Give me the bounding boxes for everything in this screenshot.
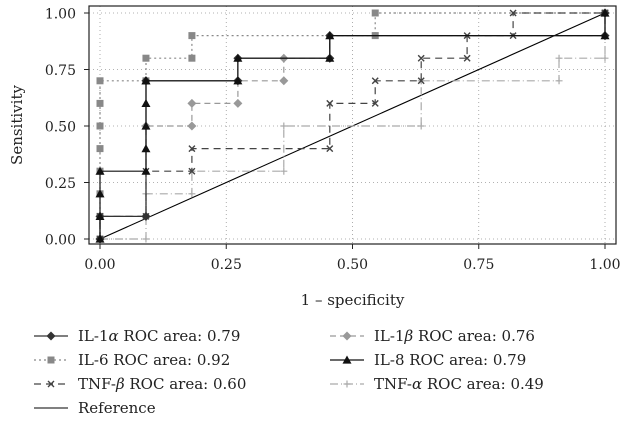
y-tick-label: 0.50 [45,120,76,136]
y-tick-label-group: 0.00 0.25 0.50 0.75 1.00 [45,7,76,249]
x-tick-label: 0.00 [84,257,115,273]
data-point [97,123,104,130]
legend-marker [344,381,351,388]
data-point [233,99,242,108]
data-point [279,76,288,85]
x-tick-label-group: 0.00 0.25 0.50 0.75 1.00 [84,257,620,273]
legend-entry-4: TNF-β ROC area: 0.60 [34,375,246,393]
legend-label-suffix: ROC area: 0.49 [422,375,544,393]
legend-label: IL-1α ROC area: 0.79 [78,327,240,345]
data-point [97,100,104,107]
legend-label-greek: α [412,375,422,393]
data-point [97,77,104,84]
data-point [280,168,287,175]
legend-label-suffix: ROC area: 0.76 [413,327,535,345]
legend-label-prefix: TNF- [78,375,116,393]
legend-entry-reference: Reference [34,399,156,417]
data-point [602,55,609,62]
plot-area [89,6,616,244]
data-point [188,32,195,39]
legend-label-prefix: IL-8 [374,351,405,369]
legend-entry-1: IL-1β ROC area: 0.76 [330,327,535,345]
legend-label: TNF-α ROC area: 0.49 [374,375,544,393]
legend-entry-2: IL-6 ROC area: 0.92 [34,351,230,369]
data-point [142,55,149,62]
legend-label: TNF-β ROC area: 0.60 [78,375,246,393]
x-tick-label: 1.00 [589,257,620,273]
legend-label-suffix: ROC area: 0.79 [119,327,241,345]
legend-label-suffix: ROC area: 0.79 [405,351,527,369]
legend-label: IL-8 ROC area: 0.79 [374,351,526,369]
y-tick-label: 0.00 [45,233,76,249]
y-tick-label: 1.00 [45,7,76,23]
legend-label-greek: β [404,327,414,345]
data-point [556,55,563,62]
legend-label-greek: β [115,375,125,393]
y-tick-label: 0.75 [45,63,76,79]
legend-label-suffix: ROC area: 0.60 [125,375,247,393]
y-axis-label: Sensitivity [8,85,26,165]
data-point [187,122,196,131]
legend-entry-5: TNF-α ROC area: 0.49 [330,375,544,393]
legend-label-prefix: IL-6 [78,351,109,369]
legend-label: IL-1β ROC area: 0.76 [374,327,535,345]
legend-label-prefix: IL-1 [78,327,109,345]
x-tick-label: 0.50 [337,257,368,273]
x-axis-label: 1 – specificity [301,291,405,309]
data-point [97,145,104,152]
data-point [187,99,196,108]
legend-entry-0: IL-1α ROC area: 0.79 [34,327,240,345]
legend-marker [48,357,55,364]
legend-label: Reference [78,399,156,417]
legend-label: IL-6 ROC area: 0.92 [78,351,230,369]
x-tick-label: 0.25 [211,257,242,273]
data-point [280,123,287,130]
legend-label-suffix: ROC area: 0.92 [109,351,231,369]
data-point [556,77,563,84]
legend-label-prefix: IL-1 [374,327,405,345]
x-tick-label: 0.75 [463,257,494,273]
legend-marker [343,332,352,341]
legend-label-prefix: TNF- [374,375,412,393]
data-point [141,144,150,152]
legend-entry-3: IL-8 ROC area: 0.79 [330,351,526,369]
legend-label-greek: α [109,327,119,345]
data-point [188,55,195,62]
data-point [142,236,149,243]
data-point [418,123,425,130]
data-point [141,99,150,107]
y-tick-label: 0.25 [45,176,76,192]
legend-marker [47,332,56,341]
data-point [372,10,379,17]
